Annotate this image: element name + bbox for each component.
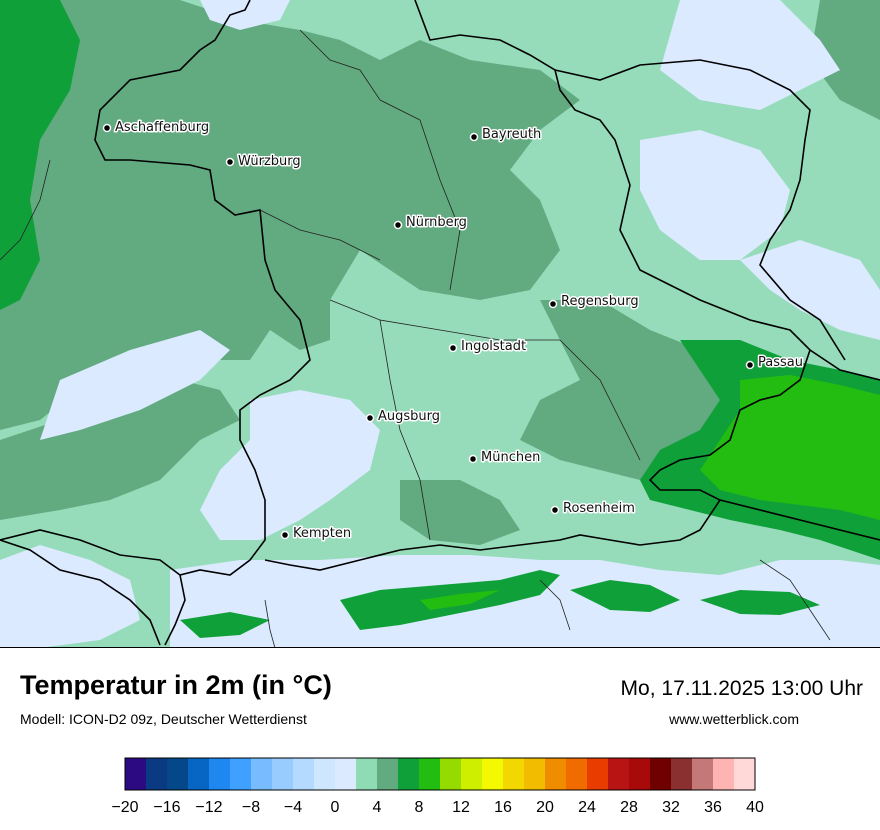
legend-swatch	[377, 758, 399, 790]
city-regensburg[interactable]: Regensburg	[548, 293, 640, 311]
internal-borders	[0, 29, 831, 648]
legend-swatch	[314, 758, 336, 790]
legend-tick-label: 24	[578, 799, 596, 816]
city-label-passau: Passau	[758, 355, 803, 370]
city-ingolstadt[interactable]: Ingolstadt	[448, 338, 528, 356]
legend-swatch	[125, 758, 147, 790]
legend-tick-label: 8	[415, 799, 424, 816]
city-augsburg[interactable]: Augsburg	[365, 408, 442, 426]
city-label-nuernberg: Nürnberg	[406, 215, 467, 230]
website-link[interactable]: www.wetterblick.com	[669, 711, 799, 727]
legend-swatch	[461, 758, 483, 790]
city-label-bayreuth: Bayreuth	[482, 127, 541, 142]
city-label-aschaffenburg: Aschaffenburg	[115, 120, 209, 135]
legend-swatch	[629, 758, 651, 790]
legend-swatch	[293, 758, 315, 790]
city-markers: Aschaffenburg Würzburg Bayreuth Nürnberg…	[102, 119, 804, 543]
city-kempten[interactable]: Kempten	[280, 525, 353, 543]
borders	[0, 0, 880, 646]
legend-swatches	[124, 757, 756, 791]
legend-tick-label: 36	[704, 799, 722, 816]
legend-swatch	[335, 758, 357, 790]
legend-tick-label: 4	[373, 799, 382, 816]
legend-tick-label: −12	[195, 799, 222, 816]
legend-tick-label: −20	[112, 799, 139, 816]
city-label-regensburg: Regensburg	[561, 294, 639, 309]
legend-swatch	[545, 758, 567, 790]
pale-blue-regions	[0, 0, 880, 648]
city-muenchen[interactable]: München	[468, 449, 542, 467]
lime-green-regions	[420, 375, 880, 610]
legend-swatch	[671, 758, 693, 790]
legend-tick-label: 0	[331, 799, 340, 816]
map-title: Temperatur in 2m (in °C)	[20, 670, 332, 700]
legend-tick-label: −4	[284, 799, 302, 816]
legend-tick-label: −16	[153, 799, 180, 816]
city-label-ingolstadt: Ingolstadt	[461, 339, 526, 354]
legend-frame	[124, 757, 756, 791]
legend-swatch	[398, 758, 420, 790]
legend-swatch	[587, 758, 609, 790]
legend-swatch	[167, 758, 189, 790]
city-passau[interactable]: Passau	[745, 354, 804, 372]
forecast-datetime: Mo, 17.11.2025 13:00 Uhr	[620, 677, 863, 700]
legend-swatch	[524, 758, 546, 790]
legend-tick-label: 12	[452, 799, 470, 816]
legend-swatch	[419, 758, 441, 790]
legend-swatch	[734, 758, 756, 790]
legend-swatch	[503, 758, 525, 790]
legend-swatch	[608, 758, 630, 790]
city-label-wuerzburg: Würzburg	[238, 154, 301, 169]
city-label-rosenheim: Rosenheim	[563, 501, 635, 516]
color-legend: −20 −16 −12 −8 −4 0 4 8 12 16 20 24 28 32 36 40	[112, 757, 764, 816]
legend-swatch	[230, 758, 252, 790]
legend-swatch	[356, 758, 378, 790]
legend-tick-label: 40	[746, 799, 764, 816]
legend-swatch	[692, 758, 714, 790]
legend-tick-label: 28	[620, 799, 638, 816]
legend-swatch	[566, 758, 588, 790]
city-rosenheim[interactable]: Rosenheim	[550, 500, 636, 518]
city-label-muenchen: München	[481, 450, 540, 465]
city-label-augsburg: Augsburg	[378, 409, 440, 424]
legend-tick-label: 20	[536, 799, 554, 816]
city-aschaffenburg[interactable]: Aschaffenburg	[102, 119, 211, 137]
legend-swatch	[272, 758, 294, 790]
city-label-kempten: Kempten	[293, 526, 351, 541]
legend-swatch	[650, 758, 672, 790]
city-nuernberg[interactable]: Nürnberg	[393, 214, 468, 232]
legend-swatch	[188, 758, 210, 790]
legend-tick-label: 16	[494, 799, 512, 816]
legend-swatch	[209, 758, 231, 790]
temperature-map: Aschaffenburg Würzburg Bayreuth Nürnberg…	[0, 0, 880, 648]
legend-tick-labels: −20 −16 −12 −8 −4 0 4 8 12 16 20 24 28 32 36 40	[112, 799, 764, 816]
legend-tick-label: −8	[242, 799, 260, 816]
legend-swatch	[146, 758, 168, 790]
map-subtitle: Modell: ICON-D2 09z, Deutscher Wetterdie…	[20, 711, 307, 727]
legend-swatch	[251, 758, 273, 790]
city-bayreuth[interactable]: Bayreuth	[469, 126, 543, 144]
legend-swatch	[713, 758, 735, 790]
legend-tick-label: 32	[662, 799, 680, 816]
city-wuerzburg[interactable]: Würzburg	[225, 153, 302, 171]
legend-swatch	[440, 758, 462, 790]
legend-swatch	[482, 758, 504, 790]
